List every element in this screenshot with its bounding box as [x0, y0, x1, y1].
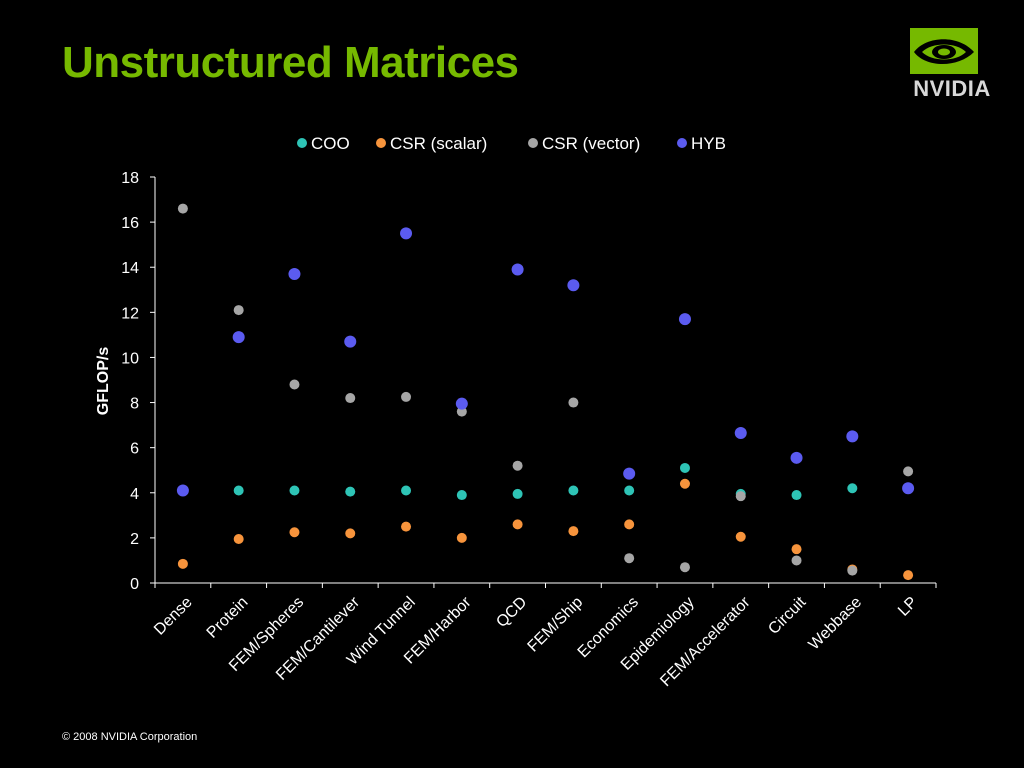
data-point [176, 484, 189, 497]
x-tick-label: LP [895, 594, 921, 620]
data-point [734, 427, 747, 440]
data-point [401, 391, 412, 402]
legend-marker [376, 138, 386, 148]
data-point [233, 534, 244, 545]
data-point [344, 335, 357, 348]
legend-marker [677, 138, 687, 148]
x-tick-label: Circuit [765, 593, 809, 637]
data-point [678, 313, 691, 326]
data-point [623, 467, 636, 480]
data-point [401, 485, 412, 496]
data-point [847, 483, 858, 494]
nvidia-logo: NVIDIA [900, 26, 1004, 102]
data-point [568, 397, 579, 408]
slide-title: Unstructured Matrices [62, 38, 519, 87]
y-tick-label: 14 [121, 260, 139, 277]
legend-label: CSR (scalar) [390, 134, 487, 153]
data-point [903, 570, 914, 581]
data-point [791, 490, 802, 501]
y-tick-label: 2 [130, 531, 139, 548]
data-point [679, 562, 690, 573]
legend-marker [528, 138, 538, 148]
data-point [902, 482, 915, 495]
y-tick-label: 8 [130, 396, 139, 413]
data-point [456, 532, 467, 543]
data-point [679, 462, 690, 473]
data-point [233, 485, 244, 496]
y-tick-label: 6 [130, 441, 139, 458]
x-tick-label: Dense [151, 594, 196, 639]
data-point [289, 527, 300, 538]
nvidia-eye-icon [910, 28, 978, 74]
y-axis: 0 2 4 6 8 10 12 14 16 18 [121, 170, 156, 593]
data-point [791, 544, 802, 555]
brand-wordmark: NVIDIA [913, 76, 991, 101]
data-point [791, 555, 802, 566]
data-point [790, 451, 803, 464]
data-point [401, 521, 412, 532]
y-tick-label: 18 [121, 170, 139, 187]
data-point [233, 305, 244, 316]
data-point [903, 466, 914, 477]
data-point [512, 519, 523, 530]
data-point [512, 460, 523, 471]
legend-marker [297, 138, 307, 148]
data-point [568, 485, 579, 496]
y-axis-title: GFLOP/s [95, 347, 112, 416]
data-point [847, 565, 858, 576]
data-point [455, 397, 468, 410]
x-axis: Dense ProteinFEM/SpheresFEM/CantileverWin… [151, 582, 937, 690]
data-point [345, 393, 356, 404]
data-points [176, 203, 915, 581]
data-point [345, 528, 356, 539]
legend-label: CSR (vector) [542, 134, 640, 153]
data-point [232, 331, 245, 344]
data-point [177, 203, 188, 214]
data-point [400, 227, 413, 240]
x-tick-label: Webbase [806, 594, 866, 654]
y-tick-label: 12 [121, 305, 139, 322]
data-point [177, 558, 188, 569]
data-point [624, 485, 635, 496]
data-point [289, 379, 300, 390]
y-tick-label: 4 [130, 486, 139, 503]
data-point [568, 526, 579, 537]
data-point [735, 491, 746, 502]
data-point [679, 478, 690, 489]
data-point [511, 263, 524, 276]
data-point [289, 485, 300, 496]
data-point [456, 490, 467, 501]
data-point [345, 486, 356, 497]
chart-legend: COO CSR (scalar) CSR (vector) HYB [297, 134, 726, 153]
x-tick-label: Protein [204, 594, 252, 642]
y-tick-label: 10 [121, 350, 139, 367]
data-point [624, 519, 635, 530]
y-tick-label: 0 [130, 576, 139, 593]
x-tick-label: QCD [493, 594, 530, 631]
data-point [735, 531, 746, 542]
legend-label: HYB [691, 134, 726, 153]
data-point [288, 267, 301, 280]
data-point [512, 488, 523, 499]
legend-label: COO [311, 134, 350, 153]
data-point [846, 430, 859, 443]
y-tick-label: 16 [121, 215, 139, 232]
data-point [624, 553, 635, 564]
data-point [567, 279, 580, 292]
copyright-footer: © 2008 NVIDIA Corporation [62, 731, 198, 743]
